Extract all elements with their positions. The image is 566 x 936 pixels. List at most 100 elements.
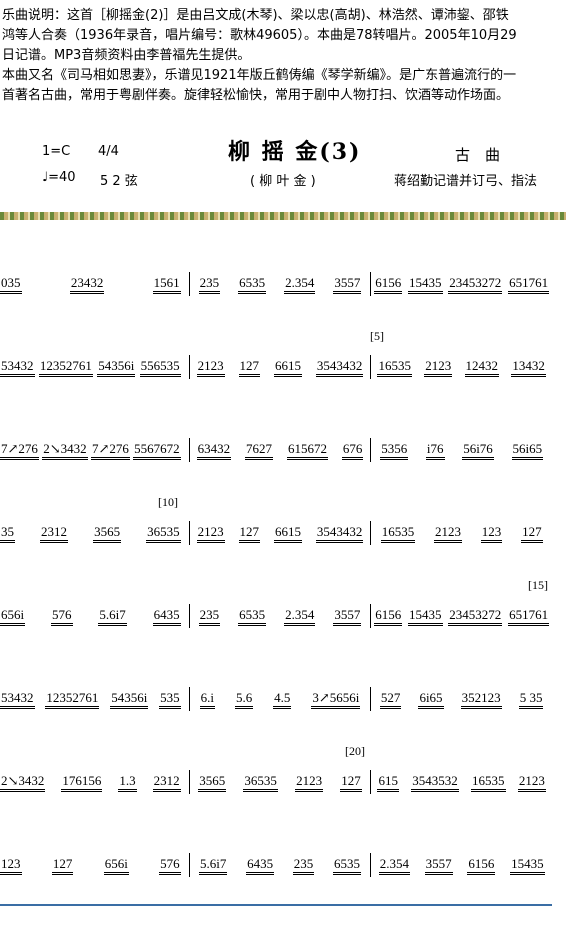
note-group: 6156 [374, 607, 403, 626]
note-group: 6435 [246, 856, 275, 875]
staff-row: 53432 12352761 54356i 556535 2123 127 6615 3543… [0, 355, 552, 379]
note-group: 6435 [152, 607, 181, 626]
measure: 16535 2123 12432 13432 [370, 355, 552, 379]
tempo: ♩=40 [42, 170, 76, 185]
note-group: 3543432 [315, 358, 364, 377]
measure: 53432 12352761 54356i 535 [0, 687, 189, 711]
measure: 63432 7627 615672 676 [188, 438, 371, 462]
measure: 7↗276 2↘3432 7↗276 5567672 [0, 438, 189, 462]
note-group: 12432 [464, 358, 500, 377]
note-group: 576 [159, 856, 181, 875]
intro-line: 本曲又名《司马相如思妻》，乐谱见1921年版丘鹤俦编《琴学新编》。是广东普遍流行… [2, 68, 517, 83]
note-group: 1561 [152, 275, 181, 294]
measure: 2123 127 6615 3543432 [188, 355, 371, 379]
note-group: 5356 [380, 441, 409, 460]
note-group: 127 [238, 524, 261, 543]
credit: 蒋绍勤记谱并订弓、指法 [394, 174, 538, 189]
note-group: 53432 [0, 690, 35, 709]
note-group: 2123 [196, 524, 225, 543]
measure: 615 3543532 16535 2123 [370, 770, 552, 794]
note-group: 5 35 [518, 690, 544, 709]
note-group: 576 [51, 607, 73, 626]
note-group: 2123 [517, 773, 546, 792]
note-group: 615 [377, 773, 399, 792]
staff-row: 656i 576 5.6i7 6435 235 6535 2.354 3557 6156 1543… [0, 604, 552, 628]
note-group: 3565 [198, 773, 227, 792]
note-group: 6.i [199, 690, 216, 709]
note-group: 12352761 [45, 690, 100, 709]
measure: 35 2312 3565 36535 [0, 521, 189, 545]
note-group: 5.6i7 [199, 856, 228, 875]
measure: 2123 127 6615 3543432 [188, 521, 371, 545]
note-group: 12352761 [38, 358, 93, 377]
note-group: 36535 [243, 773, 278, 792]
measure: 2.354 3557 6156 15435 [370, 853, 552, 877]
intro-line: 首著名古曲，常用于粤剧伴奏。旋律轻松愉快，常用于剧中人物打扫、饮酒等动作场面。 [2, 88, 510, 103]
note-group: 127 [238, 358, 261, 377]
note-group: 352123 [460, 690, 502, 709]
note-group: i76 [425, 441, 445, 460]
note-group: 676 [341, 441, 364, 460]
note-group: 2123 [196, 358, 225, 377]
note-group: 5567672 [133, 441, 181, 460]
note-group: 2↘3432 [0, 773, 46, 792]
note-group: 235 [292, 856, 315, 875]
measure: 656i 576 5.6i7 6435 [0, 604, 189, 628]
note-group: 6535 [238, 275, 267, 294]
note-group: 15435 [408, 275, 443, 294]
note-group: 7↗276 [90, 441, 130, 460]
note-group: 123 [480, 524, 503, 543]
note-group: 23432 [69, 275, 105, 294]
measure: 5.6i7 6435 235 6535 [188, 853, 371, 877]
note-group: 4.5 [273, 690, 292, 709]
note-group: 63432 [196, 441, 232, 460]
note-group: 6i65 [418, 690, 444, 709]
note-group: 235 [198, 607, 221, 626]
staff-row: 7↗276 2↘3432 7↗276 5567672 63432 7627 615672 67… [0, 438, 552, 462]
staff-row: 2↘3432 176156 1.3 2312 3565 36535 2123 127 615 35… [0, 770, 552, 794]
note-group: 176156 [61, 773, 103, 792]
note-group: 3↗5656i [311, 690, 361, 709]
note-group: 3557 [333, 607, 362, 626]
rehearsal-mark: [20] [345, 744, 365, 758]
rehearsal-mark: [5] [370, 329, 384, 343]
measure: 6156 15435 23453272 651761 [370, 272, 552, 296]
note-group: 6615 [273, 524, 302, 543]
measure: 235 6535 2.354 3557 [188, 604, 371, 628]
note-group: 527 [379, 690, 402, 709]
note-group: 15435 [510, 856, 545, 875]
measure: 16535 2123 123 127 [370, 521, 552, 545]
note-group: 16535 [377, 358, 412, 377]
note-group: 36535 [146, 524, 181, 543]
note-group: 23453272 [448, 607, 503, 626]
measure: 235 6535 2.354 3557 [188, 272, 371, 296]
note-group: 123 [0, 856, 22, 875]
staff-row: 35 2312 3565 36535 2123 127 6615 3543432 16535 21… [0, 521, 552, 545]
measure: 6.i 5.6 4.5 3↗5656i [188, 687, 371, 711]
note-group: 2123 [295, 773, 324, 792]
measure: 035 23432 1561 [0, 272, 189, 296]
note-group: 7627 [245, 441, 274, 460]
note-group: 656i [0, 607, 26, 626]
strings: 5 2 弦 [100, 174, 138, 189]
note-group: 6535 [332, 856, 361, 875]
note-group: 2123 [424, 358, 453, 377]
note-group: 13432 [511, 358, 546, 377]
measure: 3565 36535 2123 127 [188, 770, 371, 794]
note-group: 15435 [408, 607, 443, 626]
note-group: 535 [159, 690, 181, 709]
note-group: 127 [340, 773, 362, 792]
note-group: 615672 [286, 441, 328, 460]
note-group: 53432 [0, 358, 35, 377]
note-group: 2↘3432 [42, 441, 88, 460]
note-group: 5.6 [234, 690, 254, 709]
note-group: 556535 [139, 358, 181, 377]
note-group: 16535 [471, 773, 506, 792]
note-group: 3543532 [411, 773, 459, 792]
decor-band [0, 212, 566, 220]
meter: 4/4 [98, 144, 119, 159]
intro-line: 日记谱。MP3音频资料由李普福先生提供。 [2, 48, 251, 63]
note-group: 6535 [238, 607, 267, 626]
note-group: 54356i [97, 358, 136, 377]
